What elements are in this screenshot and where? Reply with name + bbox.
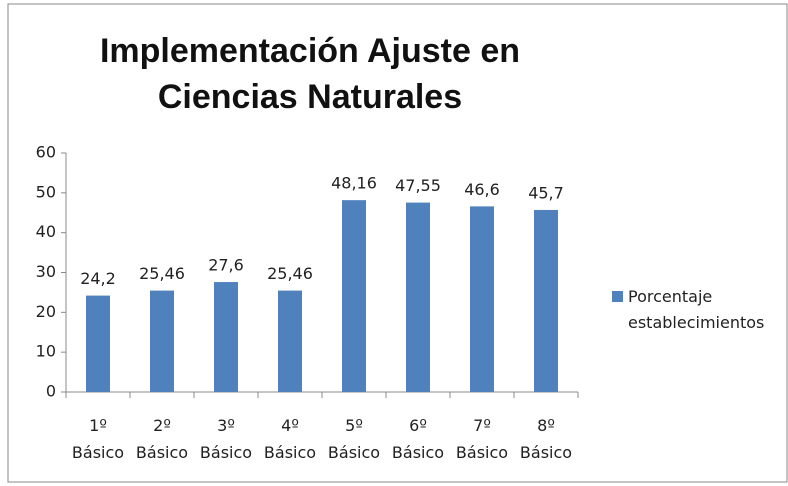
- bar: [150, 290, 174, 392]
- y-tick-label: 30: [36, 262, 56, 281]
- y-tick-label: 0: [46, 382, 56, 401]
- data-label: 48,16: [331, 174, 377, 193]
- bar: [406, 202, 430, 392]
- y-tick-label: 20: [36, 302, 56, 321]
- bar: [470, 206, 494, 392]
- data-label: 27,6: [208, 256, 244, 275]
- bar: [214, 282, 238, 392]
- data-label: 25,46: [267, 264, 313, 283]
- x-tick-label: 6º Básico: [391, 416, 445, 462]
- data-label: 25,46: [139, 264, 185, 283]
- chart-frame: [7, 3, 788, 483]
- y-tick-label: 40: [36, 222, 56, 241]
- x-tick-label: 4º Básico: [263, 416, 317, 462]
- chart-title: Implementación Ajuste en Ciencias Natura…: [99, 32, 521, 116]
- data-label: 45,7: [528, 183, 564, 202]
- data-label: 46,6: [464, 180, 500, 199]
- x-tick-label: 2º Básico: [135, 416, 189, 462]
- x-tick-label: 5º Básico: [327, 416, 381, 462]
- x-tick-label: 1º Básico: [71, 416, 125, 462]
- bar: [534, 209, 558, 392]
- bar: [278, 290, 302, 392]
- x-tick-label: 7º Básico: [455, 416, 509, 462]
- data-label: 47,55: [395, 176, 441, 195]
- y-tick-label: 60: [36, 143, 56, 162]
- bar: [342, 200, 366, 392]
- bar: [86, 295, 110, 392]
- y-tick-label: 10: [36, 342, 56, 361]
- data-label: 24,2: [80, 269, 116, 288]
- x-tick-label: 3º Básico: [199, 416, 253, 462]
- legend-label: Porcentaje establecimientos: [628, 287, 765, 332]
- legend-swatch: [612, 291, 623, 302]
- y-tick-label: 50: [36, 182, 56, 201]
- x-tick-label: 8º Básico: [519, 416, 573, 462]
